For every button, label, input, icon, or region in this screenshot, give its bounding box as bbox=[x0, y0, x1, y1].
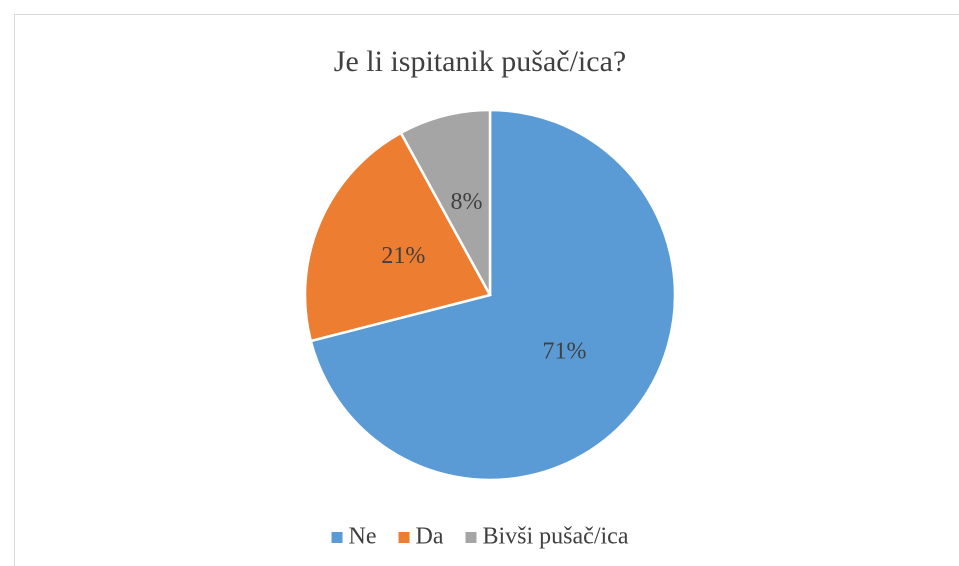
chart-title: Je li ispitanik pušač/ica? bbox=[334, 45, 626, 78]
legend-swatch bbox=[398, 532, 410, 543]
legend-label: Bivši pušač/ica bbox=[483, 524, 629, 550]
legend-label: Ne bbox=[349, 524, 377, 550]
data-label: 71% bbox=[543, 338, 587, 364]
data-label: 21% bbox=[381, 243, 425, 269]
pie-slice bbox=[309, 108, 677, 482]
chart-border bbox=[14, 14, 959, 566]
legend-label: Da bbox=[416, 524, 444, 550]
pie-slice bbox=[303, 131, 492, 343]
pie-slice bbox=[399, 108, 492, 296]
data-label: 8% bbox=[451, 189, 483, 215]
legend-swatch bbox=[465, 532, 477, 543]
legend-swatch bbox=[331, 532, 343, 543]
